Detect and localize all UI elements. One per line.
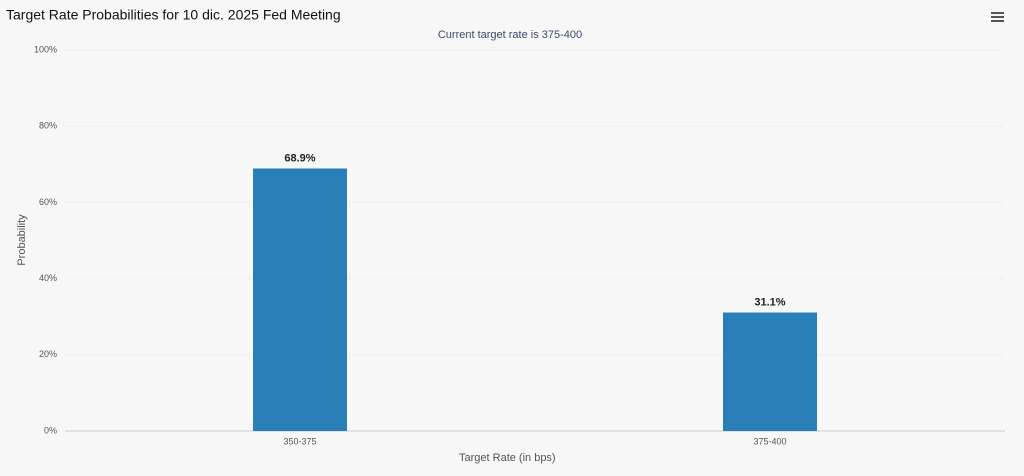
x-tick-label: 350-375 xyxy=(283,436,316,446)
y-tick-label: 40% xyxy=(39,273,57,283)
menu-icon-bar xyxy=(991,12,1004,14)
bar xyxy=(723,312,817,431)
chart-title: Target Rate Probabilities for 10 dic. 20… xyxy=(6,7,341,23)
data-label: 68.9% xyxy=(284,152,315,164)
bar xyxy=(253,168,347,431)
x-axis-label: Target Rate (in bps) xyxy=(459,452,556,464)
y-tick-label: 60% xyxy=(39,197,57,207)
chart-subtitle: Current target rate is 375-400 xyxy=(438,29,582,41)
y-tick-label: 80% xyxy=(39,121,57,131)
y-tick-label: 100% xyxy=(34,44,57,54)
y-axis-label: Probability xyxy=(16,214,28,266)
menu-icon-bar xyxy=(991,16,1004,18)
menu-icon-bar xyxy=(991,20,1004,22)
y-tick-label: 20% xyxy=(39,349,57,359)
data-label: 31.1% xyxy=(754,296,785,308)
menu-button[interactable] xyxy=(988,8,1008,26)
y-tick-label: 0% xyxy=(44,425,57,435)
x-tick-label: 375-400 xyxy=(753,436,786,446)
